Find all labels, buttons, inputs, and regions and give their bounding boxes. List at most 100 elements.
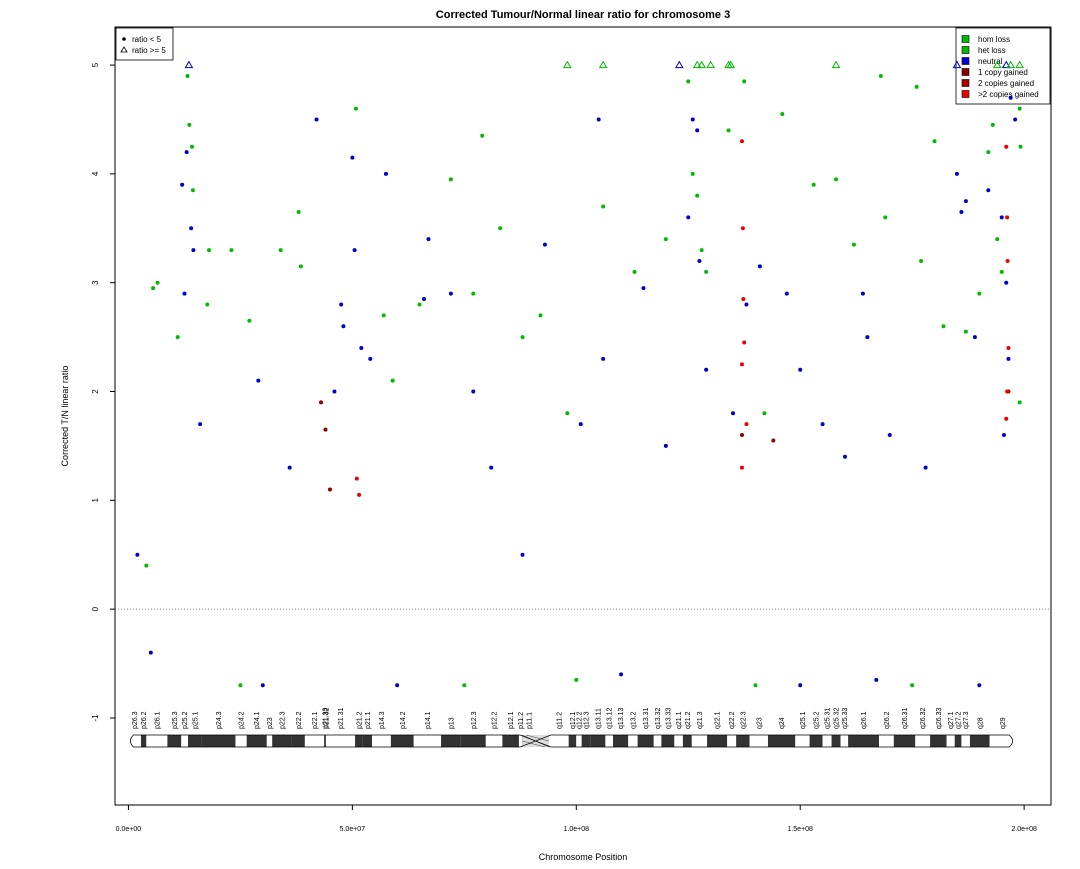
data-point <box>278 248 283 253</box>
cytoband-label: q29 <box>1000 717 1007 729</box>
cytoband-label: p23 <box>267 717 274 729</box>
data-point <box>422 297 427 302</box>
data-point <box>565 411 570 416</box>
data-point <box>180 182 185 187</box>
data-point <box>1008 95 1013 100</box>
color-legend-label: 1 copy gained <box>978 68 1028 77</box>
data-point <box>448 177 453 182</box>
cytoband-p25-2 <box>181 735 188 747</box>
data-point <box>323 427 328 432</box>
y-tick-label: -1 <box>91 714 100 722</box>
cytoband-p13 <box>441 735 461 747</box>
data-point <box>598 60 608 69</box>
data-point <box>742 340 747 345</box>
data-point <box>762 411 767 416</box>
cytoband-label: q13.12 <box>607 707 614 729</box>
cytoband-p12-1 <box>502 735 519 747</box>
cytoband-p14-2 <box>390 735 414 747</box>
cytoband-label: p21.1 <box>365 711 372 729</box>
cytoband-p24-2 <box>235 735 247 747</box>
data-point <box>977 291 982 296</box>
legend-swatch <box>961 46 970 54</box>
cytoband-q27-3 <box>961 735 970 747</box>
cytoband-label: q25.33 <box>842 707 849 729</box>
cytoband-label: p21.31 <box>338 707 345 729</box>
data-point <box>674 60 684 69</box>
data-point <box>1005 258 1010 263</box>
y-tick-label: 5 <box>91 62 100 67</box>
data-point <box>986 150 991 155</box>
cytoband-label: q13.31 <box>643 707 650 729</box>
cytoband-label: p12.2 <box>492 711 499 729</box>
data-point <box>641 286 646 291</box>
data-point <box>489 465 494 470</box>
data-point <box>198 422 203 427</box>
data-point <box>352 248 357 253</box>
data-point <box>596 117 601 122</box>
color-legend-box <box>955 27 1051 105</box>
data-point <box>697 258 702 263</box>
cytoband-q13-12 <box>605 735 614 747</box>
centromere-hatch <box>522 740 546 748</box>
data-point <box>959 209 964 214</box>
data-point <box>148 650 153 655</box>
cytoband-label: q26.32 <box>920 707 927 729</box>
data-point <box>990 122 995 127</box>
cytoband-label: q23 <box>756 717 763 729</box>
cytoband-label: p25.1 <box>192 711 199 729</box>
data-point <box>695 128 700 133</box>
data-point <box>368 356 373 361</box>
data-point <box>1017 400 1022 405</box>
series-neutral <box>135 95 1018 688</box>
data-point <box>941 324 946 329</box>
cytoband-q21-1 <box>674 735 683 747</box>
cytoband-q13-2 <box>628 735 638 747</box>
scatter-layer <box>115 60 1051 688</box>
cytoband-p23 <box>266 735 273 747</box>
data-point <box>185 73 190 78</box>
cytoband-label: q22.1 <box>715 711 722 729</box>
cytoband-label: q13.11 <box>595 708 602 729</box>
cytoband-q13-33 <box>661 735 675 747</box>
data-point <box>811 182 816 187</box>
data-point <box>963 329 968 334</box>
data-point <box>780 112 785 117</box>
cytoband-q12-3 <box>581 735 591 747</box>
cytoband-q29 <box>989 735 1016 747</box>
data-point <box>739 433 744 438</box>
data-point <box>298 264 303 269</box>
cytoband-q13-31 <box>637 735 654 747</box>
cytoband-label: q12.1 <box>570 711 577 729</box>
data-point <box>1013 117 1018 122</box>
data-point <box>350 155 355 160</box>
cytoband-q22-1 <box>707 735 728 747</box>
data-point <box>1017 106 1022 111</box>
circle-icon <box>122 37 126 41</box>
cytoband-label: p24.2 <box>239 711 246 729</box>
x-axis-label: Chromosome Position <box>539 852 628 862</box>
data-point <box>287 465 292 470</box>
data-point <box>480 133 485 138</box>
data-point <box>865 335 870 340</box>
data-point <box>704 269 709 274</box>
data-point <box>1001 433 1006 438</box>
cytoband-label: q25.32 <box>834 707 841 729</box>
series--2-copies-gained <box>354 139 1011 497</box>
cytoband-label: q25.1 <box>800 711 807 729</box>
cytoband-p12-2 <box>485 735 503 747</box>
cytoband-q27-2 <box>954 735 962 747</box>
data-point <box>417 302 422 307</box>
x-tick-label: 5.0e+07 <box>340 826 366 833</box>
cytoband-label: q12.3 <box>583 711 590 729</box>
data-point <box>256 378 261 383</box>
shape-legend-box <box>115 27 174 61</box>
data-point <box>692 60 702 69</box>
cytoband-label: p12.1 <box>508 711 515 729</box>
data-point <box>151 286 156 291</box>
cytoband-q26-1 <box>848 735 880 747</box>
cytoband-p22-1 <box>304 735 325 747</box>
cytoband-label: q21.1 <box>676 711 683 729</box>
cytoband-p24-1 <box>246 735 267 747</box>
cytoband-label: p22.3 <box>280 711 287 729</box>
